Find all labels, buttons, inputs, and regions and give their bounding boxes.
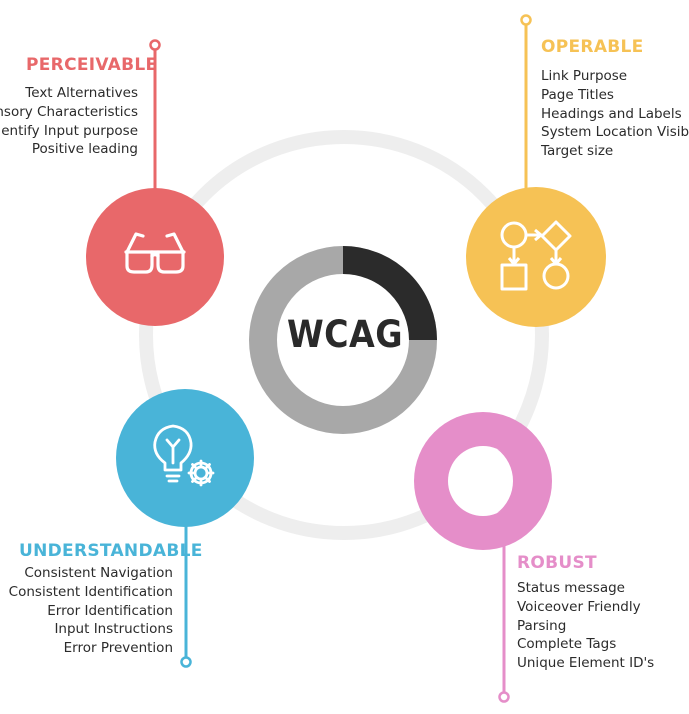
robust-list: Status message Voiceover Friendly Parsin… [517,579,654,673]
list-item: Error Prevention [63,640,173,657]
background-ring [139,130,549,540]
robust-title: ROBUST [517,553,597,573]
list-item: Error Identification [47,602,173,619]
operable-circle [466,187,606,327]
list-item: Headings and Labels [541,105,682,122]
glasses-icon [124,232,186,274]
flowchart-icon [500,220,572,291]
donut-highlight-segment [342,246,437,341]
list-item: Positive leading [31,141,138,158]
list-item: Parsing [517,617,567,634]
list-item: Consistent Identification [8,583,173,600]
list-item: Link Purpose [541,68,628,84]
understandable-list: Consistent Navigation Consistent Identif… [9,564,173,658]
moon-icon [448,446,520,516]
perceivable-title: PERCEIVABLE [26,55,158,75]
list-item: Voiceover Friendly [517,598,641,615]
lightbulb-gear-icon [153,424,215,487]
understandable-title: UNDERSTANDABLE [19,541,203,561]
list-item: Identify Input purpose [0,122,138,139]
operable-title: OPERABLE [541,37,644,57]
list-item: Target size [541,143,614,160]
understandable-circle [116,389,254,527]
list-item: System Location Visible [541,124,689,141]
list-item: Page Titles [541,86,614,103]
list-item: Unique Element ID's [517,655,655,672]
list-item: Status message [517,580,625,596]
perceivable-circle [86,188,224,326]
robust-circle [414,412,552,550]
connector-operable [520,14,532,190]
center-donut [249,246,437,434]
connector-robust [498,530,510,703]
operable-list: Link Purpose Page Titles Headings and La… [541,67,689,161]
center-label: WCAG [286,313,404,356]
list-item: Sensory Characteristics [0,103,138,120]
perceivable-list: Text Alternatives Sensory Characteristic… [0,84,138,159]
list-item: Consistent Navigation [24,565,173,581]
connector-perceivable [149,39,161,190]
list-item: Text Alternatives [25,85,138,101]
list-item: Input Instructions [54,621,173,638]
list-item: Complete Tags [517,636,617,653]
